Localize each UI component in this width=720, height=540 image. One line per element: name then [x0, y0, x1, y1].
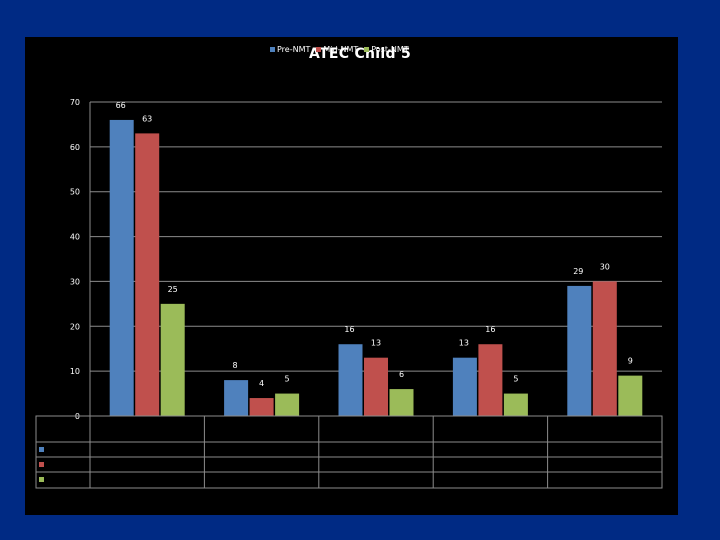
bar — [224, 380, 249, 416]
y-tick-label: 40 — [70, 233, 80, 242]
bar — [452, 357, 477, 416]
data-label: 6 — [399, 370, 404, 379]
y-tick-label: 60 — [70, 143, 80, 152]
data-label: 13 — [371, 339, 381, 348]
data-label: 4 — [259, 379, 264, 388]
data-table-key — [39, 477, 44, 482]
data-label: 8 — [233, 361, 238, 370]
data-label: 25 — [168, 285, 178, 294]
bar — [618, 375, 643, 416]
bar — [275, 393, 300, 416]
y-tick-label: 20 — [70, 322, 80, 331]
legend-label-post: Post-NMT — [371, 45, 409, 54]
data-table-key — [39, 447, 44, 452]
bar — [249, 398, 274, 416]
data-label: 63 — [142, 114, 152, 123]
legend: Pre-NMT Mid-NMT Post-NMT — [270, 45, 409, 54]
bar — [478, 344, 503, 416]
bar — [338, 344, 363, 416]
data-label: 66 — [116, 101, 126, 110]
data-label: 5 — [285, 375, 290, 384]
chart-title: ATEC Child 5 — [308, 46, 412, 62]
data-label: 16 — [344, 325, 354, 334]
y-tick-label: 10 — [70, 367, 80, 376]
data-label: 9 — [628, 357, 633, 366]
data-label: 5 — [513, 375, 518, 384]
data-label: 16 — [485, 325, 495, 334]
legend-swatch-mid — [316, 47, 322, 52]
bar — [567, 285, 592, 416]
legend-label-mid: Mid-NMT — [323, 45, 359, 54]
bar — [389, 389, 414, 416]
bar — [364, 357, 388, 416]
chart-panel — [25, 37, 678, 515]
bar — [160, 303, 185, 416]
bar — [592, 281, 617, 416]
data-table-frame — [35, 415, 663, 489]
legend-label-pre: Pre-NMT — [277, 45, 311, 54]
bar — [503, 393, 528, 416]
data-table-key — [39, 462, 44, 467]
legend-swatch-pre — [270, 47, 275, 52]
data-label: 29 — [573, 267, 583, 276]
legend-swatch-post — [364, 47, 370, 52]
y-tick-label: 70 — [70, 98, 80, 107]
data-label: 30 — [600, 262, 610, 271]
bar — [135, 133, 160, 416]
legend-item-post: Post-NMT — [364, 45, 409, 54]
y-tick-label: 30 — [70, 277, 80, 286]
y-tick-label: 50 — [70, 188, 80, 197]
legend-item-pre: Pre-NMT — [270, 45, 310, 54]
data-label: 13 — [459, 339, 469, 348]
legend-item-mid: Mid-NMT — [316, 45, 358, 54]
bar — [109, 119, 134, 416]
